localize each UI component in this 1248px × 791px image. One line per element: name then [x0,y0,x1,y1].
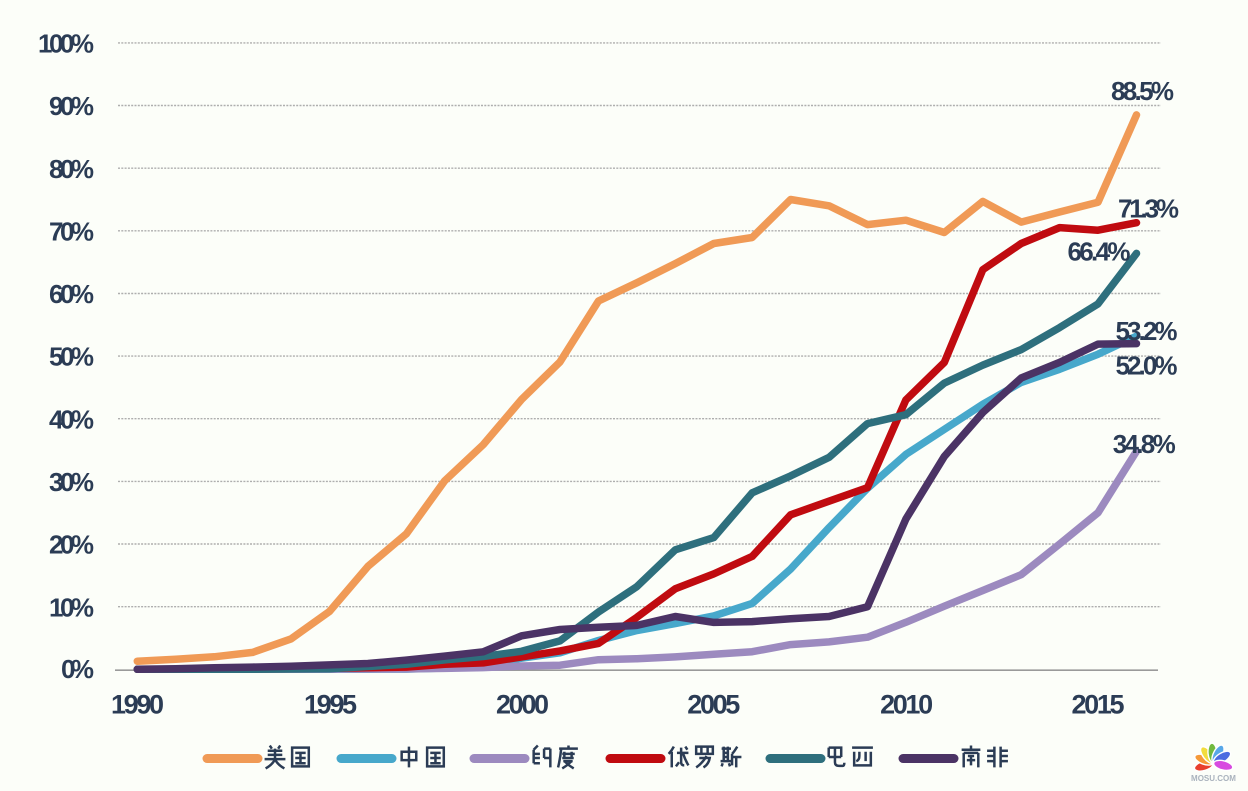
svg-text:1995: 1995 [304,690,357,720]
svg-text:52.0%: 52.0% [1116,350,1178,380]
svg-text:20%: 20% [49,530,94,560]
svg-text:2010: 2010 [880,690,933,720]
svg-text:30%: 30% [49,467,94,497]
svg-text:90%: 90% [49,91,94,121]
svg-text:66.4%: 66.4% [1068,237,1131,267]
svg-text:100%: 100% [38,29,94,59]
svg-text:70%: 70% [49,216,94,246]
svg-text:0%: 0% [61,654,94,684]
svg-text:2015: 2015 [1072,690,1125,720]
svg-text:2005: 2005 [687,690,740,720]
svg-text:71.3%: 71.3% [1118,194,1179,224]
svg-text:40%: 40% [49,404,94,434]
svg-text:2000: 2000 [496,690,549,720]
svg-text:88.5%: 88.5% [1111,76,1174,106]
svg-text:34.8%: 34.8% [1113,429,1176,459]
svg-text:MOSU.COM: MOSU.COM [1191,774,1236,783]
svg-text:53.2%: 53.2% [1116,316,1178,346]
svg-text:10%: 10% [49,592,94,622]
svg-text:50%: 50% [49,342,94,372]
svg-text:1990: 1990 [111,690,164,720]
svg-text:60%: 60% [49,279,94,309]
svg-text:80%: 80% [49,154,94,184]
